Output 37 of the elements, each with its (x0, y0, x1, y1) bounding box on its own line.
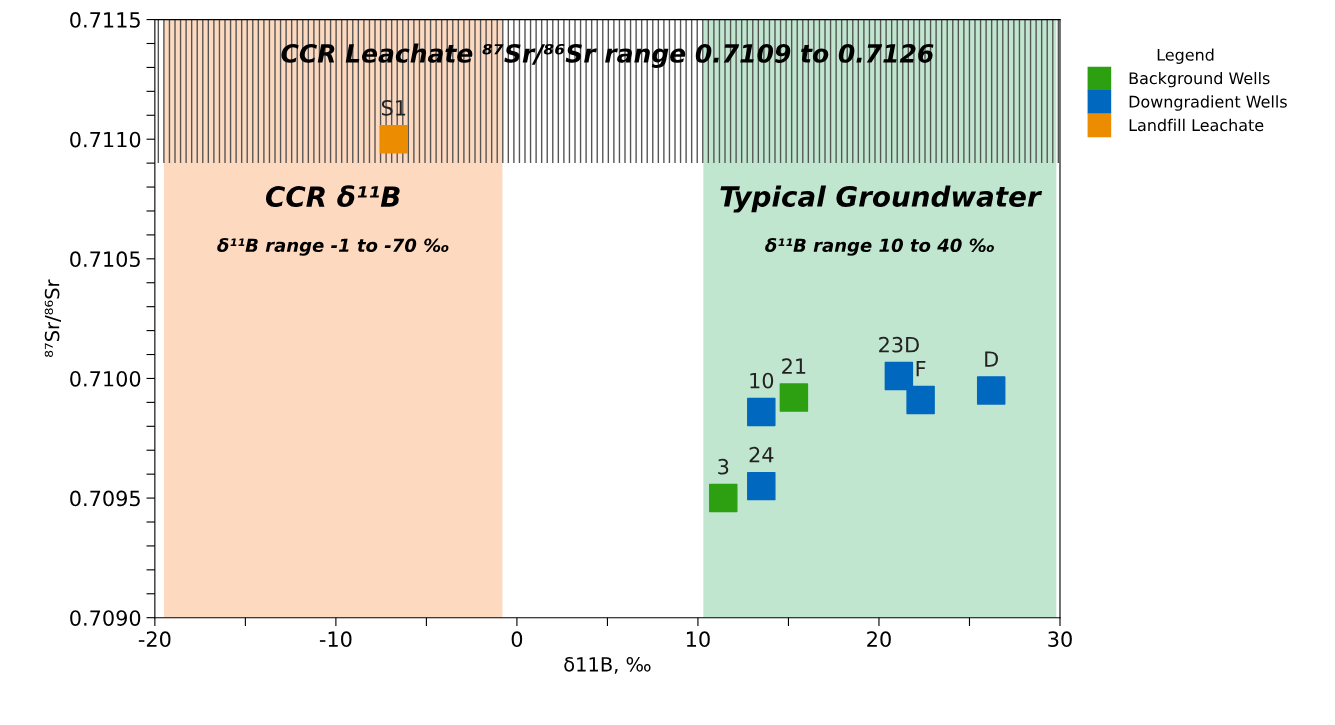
y-tick-label: 0.7090 (70, 610, 141, 626)
annotation: δ¹¹B range -1 to -70 ‰ (217, 237, 449, 256)
x-axis-title: δ11B, ‰ (564, 656, 651, 674)
legend-label: Landfill Leachate (1129, 118, 1264, 132)
legend-title: Legend (1157, 48, 1214, 64)
annotation: F (916, 361, 926, 377)
annotation: 10 (750, 372, 774, 389)
point (747, 397, 776, 427)
y-tick-label: 0.7105 (70, 251, 140, 268)
y-axis-title: ⁸⁷Sr/⁸⁶Sr (44, 279, 61, 357)
annotation: 23D (879, 336, 919, 353)
x-tick-label: -20 (138, 631, 171, 648)
band-label: Typical Groundwater (720, 185, 1043, 213)
x-tick-label: 30 (1048, 631, 1072, 648)
x-tick-label: 10 (686, 631, 710, 648)
annotation: D (985, 351, 998, 367)
annotation: δ¹¹B range 10 to 40 ‰ (765, 237, 994, 256)
point (779, 383, 809, 412)
point (884, 361, 914, 391)
x-tick-label: 0 (511, 631, 523, 648)
y-tick-label: 0.7095 (70, 490, 140, 507)
y-tick-label: 0.7110 (70, 131, 141, 148)
point (709, 483, 738, 513)
annotation: 24 (749, 446, 774, 463)
y-tick-label: 0.7115 (70, 12, 140, 28)
legend-label: Background Wells (1129, 71, 1270, 88)
x-tick-label: 20 (867, 631, 891, 648)
x-tick-label: -10 (319, 631, 352, 648)
annotation: 3 (718, 458, 729, 475)
point (976, 376, 1006, 405)
point (379, 124, 409, 154)
band-label: CCR δ¹¹B (265, 185, 400, 208)
annotation: 21 (782, 358, 806, 374)
legend-label: Downgradient Wells (1129, 95, 1287, 111)
y-tick-label: 0.7100 (70, 370, 141, 387)
point (747, 471, 776, 501)
point (906, 385, 935, 415)
